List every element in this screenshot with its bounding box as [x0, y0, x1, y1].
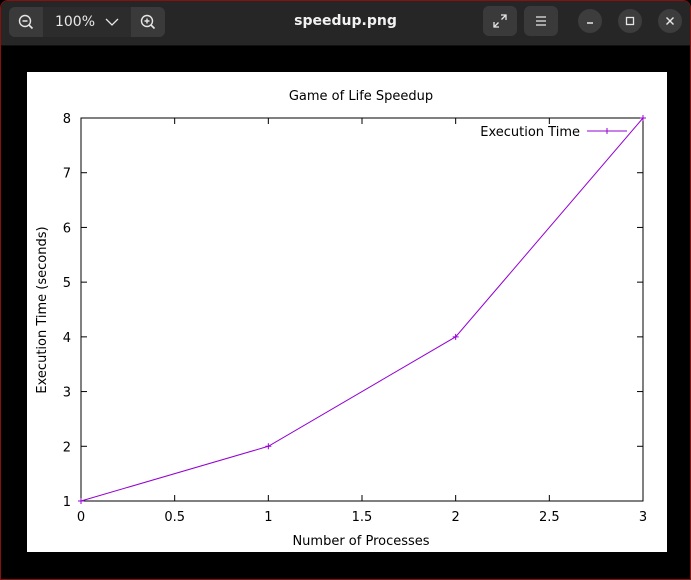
x-tick-label: 1.5: [352, 510, 373, 525]
y-tick-label: 3: [63, 386, 71, 401]
zoom-level-label: 100%: [54, 14, 96, 30]
data-point: [265, 443, 272, 450]
x-tick-label: 1: [264, 510, 272, 525]
legend-label: Execution Time: [480, 125, 580, 140]
y-tick-label: 7: [63, 167, 71, 182]
minimize-icon: [587, 22, 593, 24]
y-axis-label: Execution Time (seconds): [35, 226, 50, 393]
maximize-icon: [625, 16, 635, 26]
x-axis: 0 0.5 1 1.5 2 2.5 3: [77, 118, 647, 525]
header-bar: 100% speedup.png: [1, 1, 690, 46]
close-button[interactable]: [658, 9, 682, 33]
plot-frame: [80, 117, 644, 502]
x-tick-label: 2.5: [539, 510, 560, 525]
series-layer: [78, 115, 646, 504]
x-tick-label: 0.5: [164, 510, 185, 525]
y-tick-label: 1: [63, 495, 71, 510]
legend: Execution Time: [480, 125, 627, 140]
zoom-level-dropdown[interactable]: 100%: [43, 7, 131, 37]
x-axis-label: Number of Processes: [292, 534, 429, 549]
legend-marker: [604, 128, 610, 134]
data-point: [78, 498, 84, 504]
fullscreen-button[interactable]: [483, 6, 517, 36]
y-tick-label: 6: [63, 221, 71, 236]
y-axis: 1 2 3 4 5 6 7 8: [63, 112, 643, 510]
close-icon: [666, 17, 674, 25]
fullscreen-icon: [493, 14, 507, 28]
x-tick-label: 0: [77, 510, 85, 525]
speedup-chart: Game of Life Speedup 0 0.5 1 1.5 2 2.5 3 1 2 3 4 5…: [35, 89, 647, 549]
zoom-out-button[interactable]: [9, 7, 43, 37]
chevron-down-icon: [105, 18, 119, 26]
y-tick-label: 5: [63, 276, 71, 291]
main-menu-button[interactable]: [524, 6, 558, 36]
hamburger-menu-icon: [536, 16, 546, 26]
zoom-out-icon: [18, 14, 34, 30]
y-tick-label: 4: [63, 331, 71, 346]
x-tick-label: 3: [639, 510, 647, 525]
data-point: [640, 115, 646, 121]
chart-title: Game of Life Speedup: [289, 89, 433, 104]
zoom-in-icon: [140, 14, 156, 30]
zoom-in-button[interactable]: [131, 7, 165, 37]
maximize-button[interactable]: [618, 9, 642, 33]
minimize-button[interactable]: [578, 9, 602, 33]
y-tick-label: 8: [63, 112, 71, 127]
zoom-controls: 100%: [9, 7, 165, 37]
series-line: [80, 117, 644, 502]
x-tick-label: 2: [452, 510, 460, 525]
data-point: [452, 333, 459, 340]
y-tick-label: 2: [63, 440, 71, 455]
image-canvas: Game of Life Speedup 0 0.5 1 1.5 2 2.5 3 1 2 3 4 5…: [27, 72, 667, 552]
